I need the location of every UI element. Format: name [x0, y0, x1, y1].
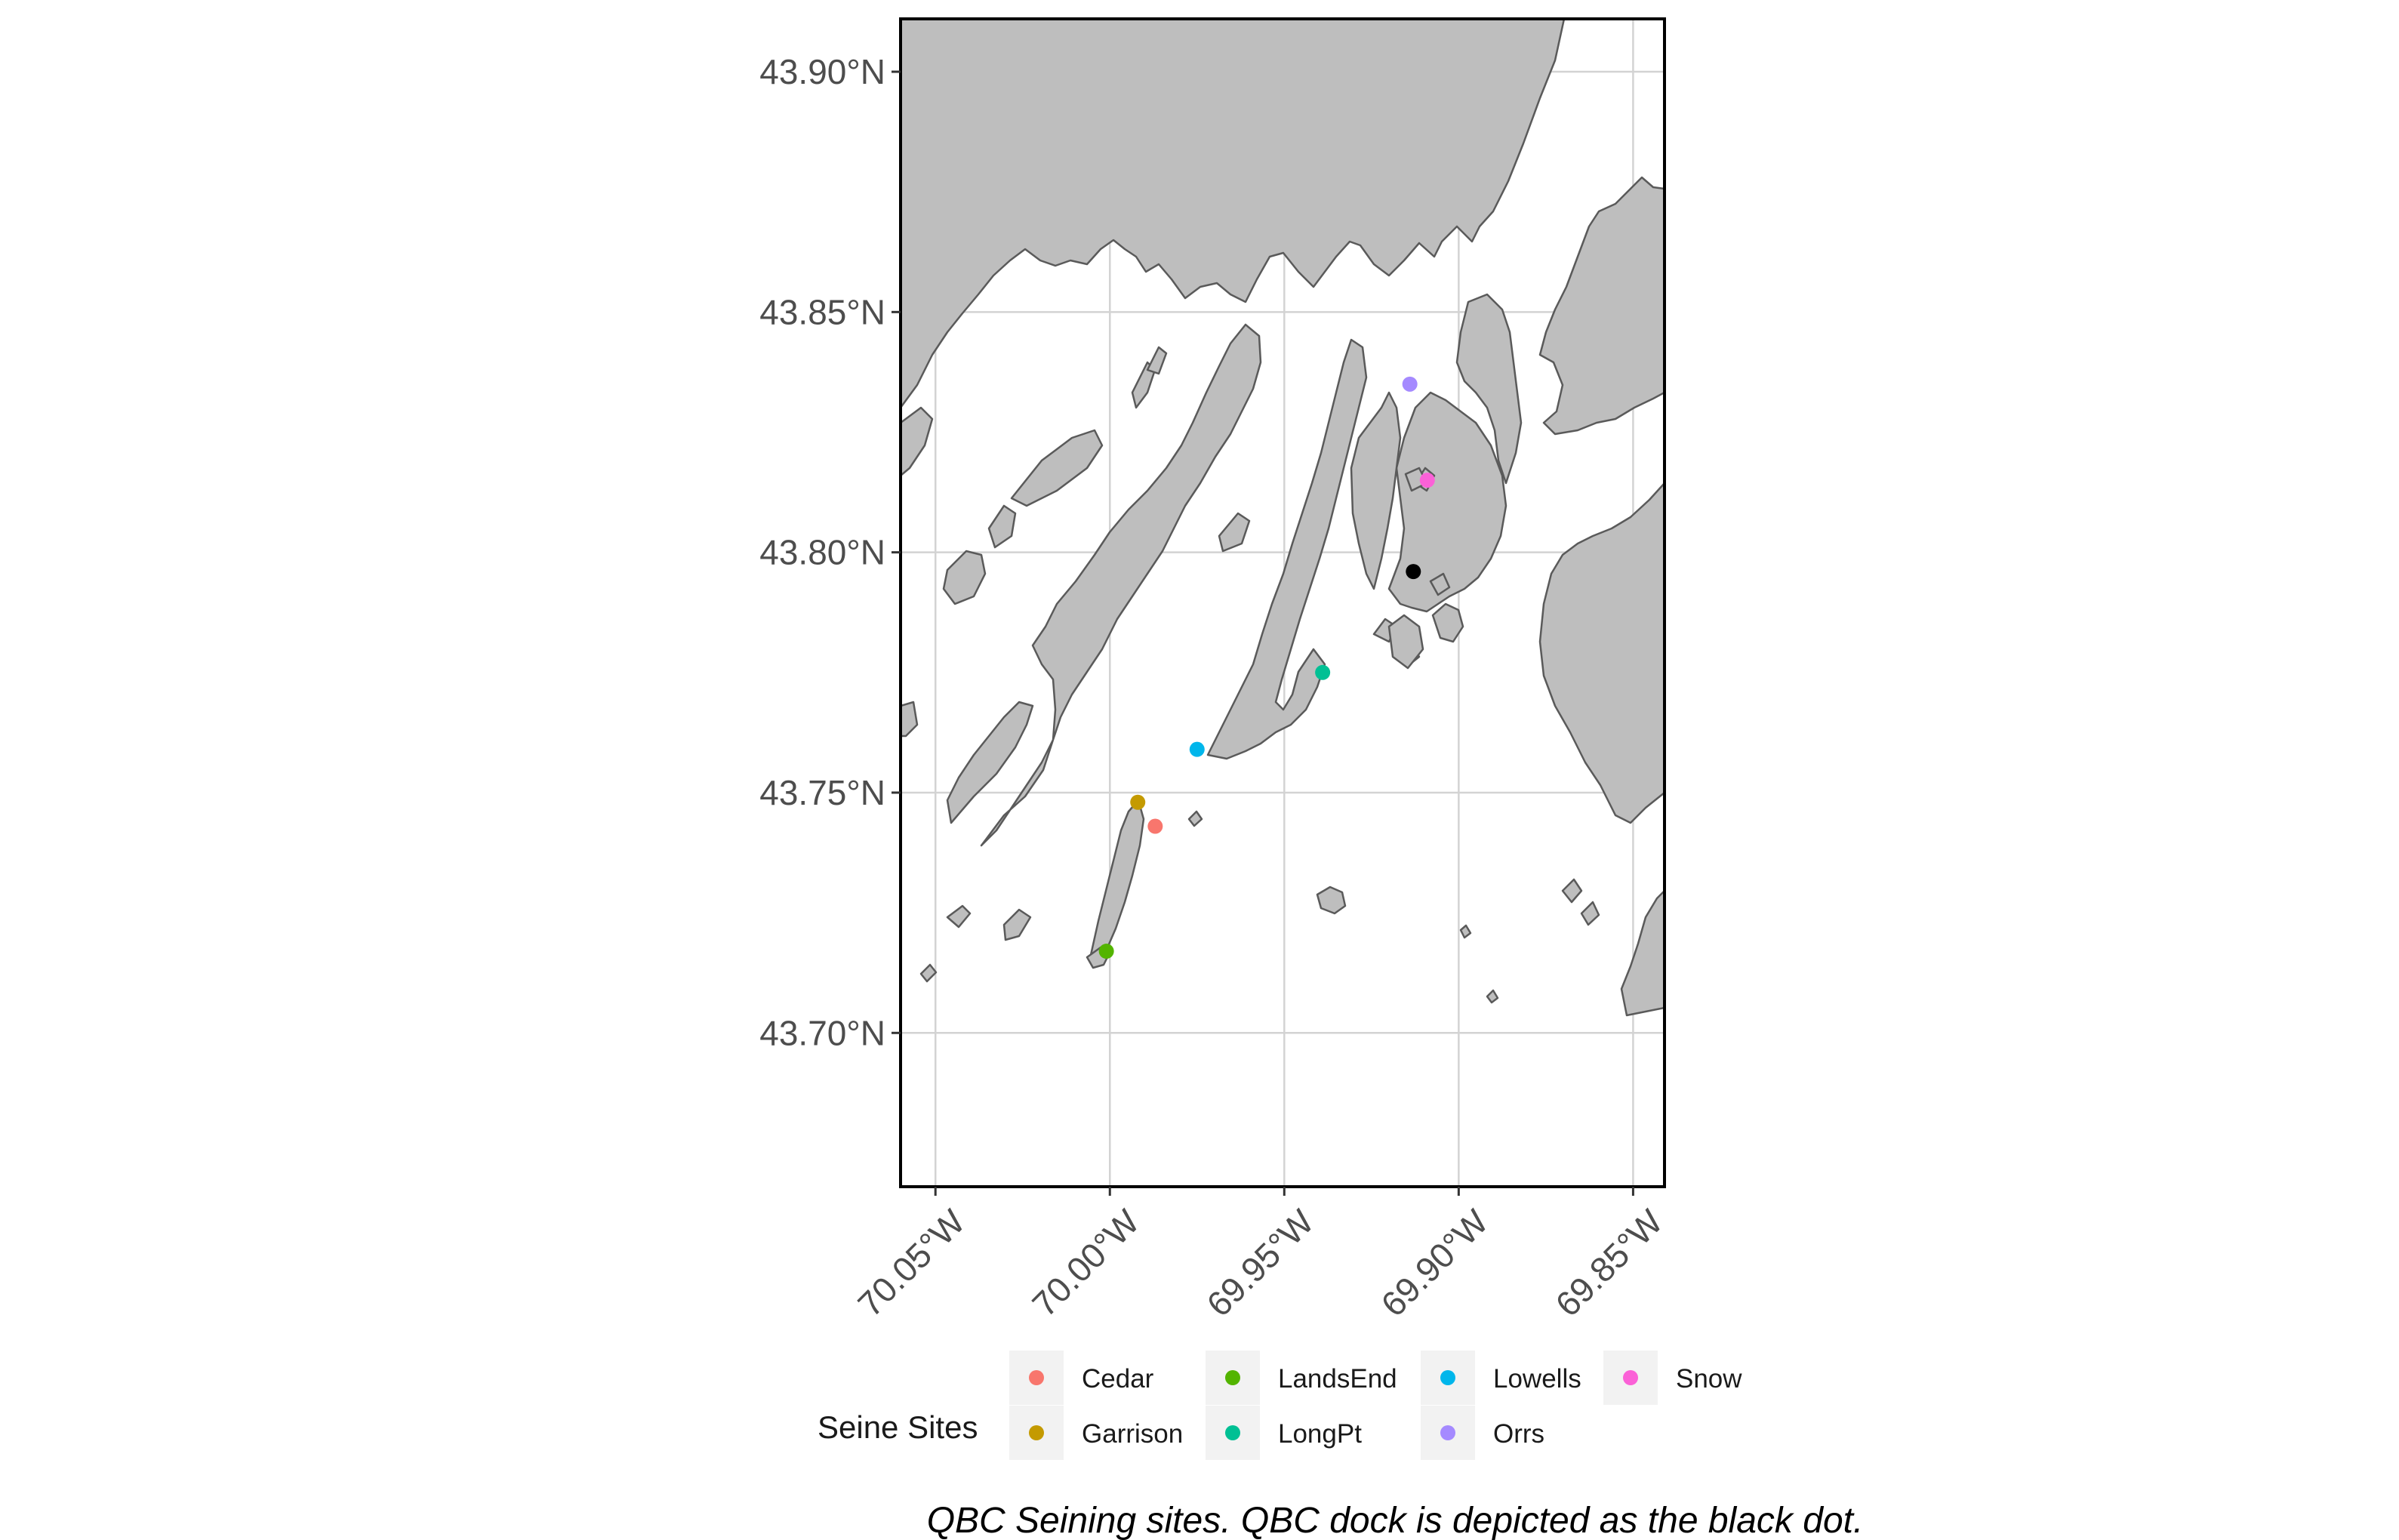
y-tick-label: 43.85°N — [759, 292, 885, 331]
islet-k — [1387, 614, 1424, 670]
west-edge-island — [901, 406, 934, 477]
west-islet-a — [942, 550, 987, 605]
legend-swatch-landsend — [1225, 1370, 1240, 1385]
site-point-lowells — [1189, 741, 1205, 757]
figure-caption: QBC Seining sites. QBC dock is depicted … — [927, 1501, 1864, 1540]
mackerel-cove-islet — [1431, 602, 1464, 643]
islet-s — [1187, 810, 1203, 827]
west-islet-b — [987, 504, 1017, 549]
site-points — [1098, 376, 1435, 959]
legend-label: Lowells — [1493, 1364, 1581, 1394]
site-point-garrison — [1130, 794, 1146, 810]
legend-swatch-lowells — [1440, 1370, 1455, 1385]
site-point-cedar — [1147, 818, 1163, 834]
qbc-dock-point — [1406, 564, 1421, 580]
legend-label: Cedar — [1082, 1364, 1154, 1394]
y-tick-label: 43.90°N — [759, 52, 885, 91]
islet-o — [919, 963, 938, 983]
harpswell-neck — [980, 323, 1262, 847]
islet-q — [1580, 901, 1600, 926]
sebascodegan-island — [1455, 293, 1523, 485]
site-point-orrs — [1402, 376, 1418, 392]
y-axis: 43.90°N 43.85°N 43.80°N 43.75°N 43.70°N — [759, 52, 901, 1052]
land-layer — [901, 19, 1665, 1017]
legend-swatch-orrs — [1440, 1425, 1455, 1440]
mainland-southeast — [1538, 482, 1665, 824]
legend-label: LongPt — [1278, 1419, 1362, 1449]
islet-c — [1131, 361, 1156, 409]
islet-l — [1459, 924, 1472, 939]
islet-d — [1146, 346, 1168, 375]
site-point-longpt — [1315, 664, 1331, 680]
west-shoal — [901, 701, 919, 738]
west-peninsula — [946, 701, 1034, 824]
islet-r — [1486, 989, 1499, 1004]
ragged-island — [1010, 429, 1104, 507]
islet-j — [1429, 572, 1451, 596]
eagle-island — [1316, 886, 1347, 915]
cundys-harbor-land — [1350, 391, 1402, 590]
legend-swatch-garrison — [1029, 1425, 1044, 1440]
legend-swatch-longpt — [1225, 1425, 1240, 1440]
islet-e — [1218, 512, 1251, 553]
legend-swatch-cedar — [1029, 1370, 1044, 1385]
legend-swatch-snow — [1623, 1370, 1638, 1385]
islet-n — [946, 904, 972, 929]
site-point-snow — [1419, 473, 1435, 488]
bailey-island — [1089, 799, 1145, 968]
legend-title: Seine Sites — [818, 1409, 978, 1445]
islet-p — [1561, 878, 1583, 904]
y-tick-label: 43.80°N — [759, 533, 885, 572]
mainland-southeast-lobe — [1620, 889, 1665, 1017]
islet-m — [1002, 908, 1032, 941]
site-point-landsend — [1098, 944, 1114, 959]
y-tick-label: 43.70°N — [759, 1013, 885, 1052]
y-tick-label: 43.75°N — [759, 773, 885, 812]
mainland-east — [1538, 19, 1665, 436]
orrs-island-chain — [1206, 338, 1368, 760]
legend-label: Snow — [1676, 1364, 1742, 1394]
legend-label: LandsEnd — [1278, 1364, 1397, 1394]
map-panel — [899, 17, 1666, 1188]
mainland-north — [901, 19, 1566, 409]
panel-border — [899, 17, 1666, 1188]
great-island-east — [1387, 391, 1507, 613]
legend-label: Orrs — [1493, 1419, 1544, 1449]
legend-label: Garrison — [1082, 1419, 1183, 1449]
legend: Seine Sites Cedar Garrison LandsEnd LongPt L… — [818, 1351, 1742, 1460]
